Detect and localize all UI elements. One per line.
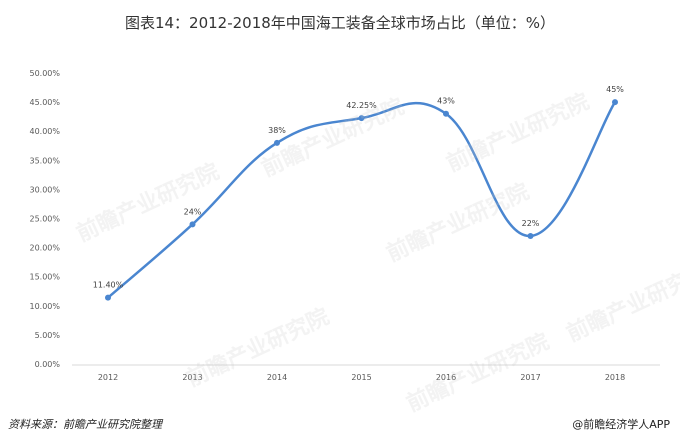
data-point xyxy=(443,110,449,117)
y-tick-label: 10.00% xyxy=(29,302,60,311)
data-label: 24% xyxy=(184,207,202,216)
y-tick-label: 5.00% xyxy=(35,331,61,340)
y-tick-label: 40.00% xyxy=(29,127,60,136)
data-label: 11.40% xyxy=(93,281,124,290)
data-point xyxy=(105,294,111,301)
series-line xyxy=(107,101,617,299)
data-point xyxy=(612,99,618,106)
y-tick-label: 15.00% xyxy=(29,273,60,282)
data-label: 45% xyxy=(606,85,624,94)
data-point xyxy=(527,232,534,239)
y-tick-label: 0.00% xyxy=(35,360,61,369)
data-label: 22% xyxy=(522,219,540,228)
x-tick-label: 2015 xyxy=(351,373,371,382)
brand-credit: @前瞻经济学人APP xyxy=(572,418,670,431)
data-label: 38% xyxy=(268,126,286,135)
y-axis: 0.00% 5.00% 10.00% 15.00% 20.00% 25.00% 30.00%… xyxy=(29,69,60,369)
data-points xyxy=(105,99,618,301)
y-tick-label: 20.00% xyxy=(29,244,60,253)
x-axis: 2012 2013 2014 2015 2016 2017 2018 xyxy=(72,364,660,382)
y-tick-label: 25.00% xyxy=(29,215,60,224)
data-point xyxy=(274,139,280,146)
y-tick-label: 45.00% xyxy=(29,98,60,107)
data-label: 43% xyxy=(437,97,455,106)
data-labels: 11.40% 24% 38% 42.25% 43% 22% 45% xyxy=(93,85,625,290)
y-tick-label: 50.00% xyxy=(29,69,60,78)
data-label: 42.25% xyxy=(346,101,377,110)
x-tick-label: 2018 xyxy=(605,373,625,382)
x-tick-label: 2016 xyxy=(436,373,456,382)
x-tick-label: 2012 xyxy=(98,373,118,382)
data-point xyxy=(189,221,196,228)
x-tick-label: 2013 xyxy=(182,373,202,382)
data-point xyxy=(358,115,365,122)
source-note: 资料来源：前瞻产业研究院整理 xyxy=(8,418,162,431)
y-tick-label: 30.00% xyxy=(29,185,60,194)
y-tick-label: 35.00% xyxy=(29,156,60,165)
chart-title: 图表14：2012-2018年中国海工装备全球市场占比（单位：%） xyxy=(124,14,556,32)
x-tick-label: 2017 xyxy=(520,373,540,382)
x-tick-label: 2014 xyxy=(267,373,287,382)
